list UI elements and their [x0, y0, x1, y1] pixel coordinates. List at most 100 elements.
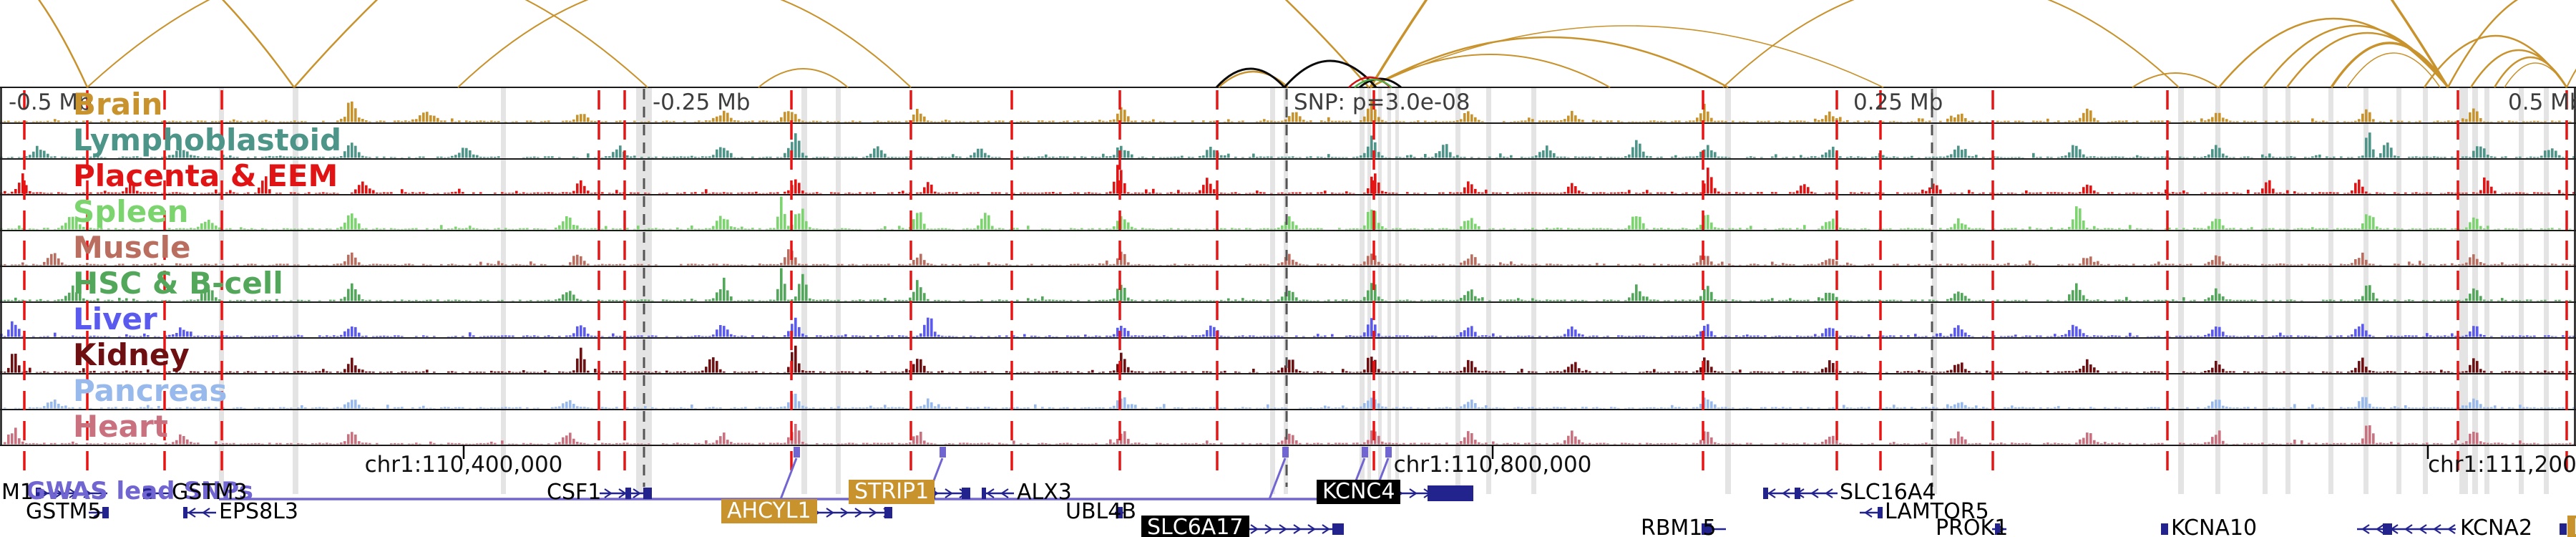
interaction-arc-gold — [293, 0, 1370, 88]
interaction-arc-gold — [1370, 54, 1611, 88]
gene-exon-box — [1763, 488, 1768, 499]
highlight-band — [1725, 87, 1731, 494]
highlight-band — [501, 87, 506, 494]
strand-arrow-icon — [2419, 524, 2427, 534]
gene-label-M1: M1 — [1, 480, 34, 505]
strand-arrow-icon — [202, 508, 210, 518]
gene-exon-box — [643, 488, 652, 499]
gene-exon-box — [982, 488, 986, 499]
coordinate-label-110400000: chr1:110,400,000 — [364, 452, 563, 478]
gwas-snp-marker — [940, 447, 946, 458]
strand-arrow-icon — [1810, 488, 1819, 498]
strand-arrow-icon — [187, 508, 196, 518]
interaction-arc-gold — [1218, 70, 1289, 88]
highlight-band — [2459, 87, 2468, 494]
gene-exon-box — [1995, 523, 2000, 535]
interaction-arc-gold — [2330, 42, 2449, 88]
track-label-heart: Heart — [73, 409, 168, 444]
highlight-band — [2544, 87, 2549, 494]
strand-arrow-icon — [986, 488, 995, 498]
strand-arrow-icon — [93, 508, 102, 518]
highlight-band — [801, 87, 807, 494]
gene-exon-box — [1332, 523, 1344, 535]
interaction-arc-gold — [221, 0, 296, 88]
strand-arrow-icon — [1264, 524, 1273, 534]
scale-label-left-edge: -0.5 Mb — [9, 90, 92, 115]
gene-label-AHCYL1: AHCYL1 — [721, 499, 817, 523]
strand-arrow-icon — [854, 508, 863, 518]
interaction-arc-gold — [2504, 62, 2567, 88]
gene-label-CSF1: CSF1 — [547, 480, 602, 505]
highlight-band — [2328, 87, 2333, 494]
track-label-placenta-eem: Placenta & EEM — [73, 158, 338, 193]
interaction-arc-gold — [38, 0, 89, 88]
track-label-kidney: Kidney — [73, 337, 190, 372]
gene-label-GSTM5: GSTM5 — [26, 499, 102, 524]
gene-label-STRIP1: STRIP1 — [849, 480, 935, 504]
gene-label-K: K — [2567, 516, 2576, 537]
strand-arrow-icon — [54, 488, 63, 498]
highlight-band — [1270, 87, 1275, 494]
highlight-band — [1387, 87, 1391, 494]
gwas-snp-marker — [1385, 447, 1392, 458]
gwas-snp-marker — [1282, 447, 1289, 458]
strand-arrow-icon — [1250, 524, 1259, 534]
gene-exon-box — [36, 488, 41, 499]
gene-exon-box — [102, 507, 109, 518]
coordinate-label-110800000: chr1:110,800,000 — [1393, 452, 1592, 478]
strand-arrow-icon — [2376, 524, 2384, 534]
gene-label-SLC6A17: SLC6A17 — [1141, 516, 1249, 537]
highlight-band — [1360, 87, 1365, 494]
gwas-snp-stem — [1268, 458, 1287, 500]
strand-arrow-icon — [1293, 524, 1302, 534]
strand-arrow-icon — [1000, 488, 1009, 498]
highlight-band — [2285, 87, 2290, 494]
interaction-arc-gold — [2132, 72, 2219, 88]
gwas-lead-snps-label: GWAS lead SNPs — [26, 477, 253, 505]
highlight-band — [1531, 87, 1536, 494]
interaction-arc-gold — [2493, 56, 2568, 88]
gene-label-ALX3: ALX3 — [1017, 480, 1072, 505]
track-label-brain: Brain — [73, 87, 163, 122]
gene-exon-box — [884, 507, 892, 518]
gene-label-GSTM3: GSTM3 — [172, 480, 248, 505]
highlight-band — [1486, 87, 1491, 494]
gene-exon-box — [2383, 523, 2392, 535]
strand-arrow-icon — [2361, 524, 2370, 534]
scale-label-minus-quarter: -0.25 Mb — [653, 90, 751, 115]
highlight-band — [2484, 87, 2489, 494]
gene-label-PROK1: PROK1 — [1936, 516, 2009, 537]
gene-label-SLC16A4: SLC16A4 — [1840, 480, 1936, 505]
highlight-band — [2178, 87, 2184, 494]
gray-dashed-lines — [643, 89, 1933, 487]
gene-exon-box — [1795, 488, 1800, 499]
highlight-band — [2423, 87, 2428, 494]
gwas-snp-stem — [779, 458, 798, 500]
gwas-snp-marker — [1362, 447, 1368, 458]
strand-arrow-icon — [840, 508, 849, 518]
highlight-band — [2519, 87, 2524, 494]
interaction-arc-gold — [1370, 36, 1729, 89]
coordinate-ticks — [462, 445, 2429, 459]
interaction-arc-gold — [758, 68, 849, 88]
strand-arrow-icon — [2404, 524, 2413, 534]
gene-label-EPS8L3: EPS8L3 — [219, 499, 298, 524]
highlight-band — [2263, 87, 2268, 494]
track-label-liver: Liver — [73, 301, 157, 337]
interaction-arc-gold — [1369, 0, 2449, 88]
interaction-arc-gold — [457, 0, 912, 88]
gene-exon-box — [1428, 485, 1473, 501]
highlight-band — [293, 87, 298, 494]
interaction-arc-black — [1215, 67, 1286, 89]
gene-exon-box — [962, 488, 970, 499]
gwas-snp-marker — [794, 447, 800, 458]
highlight-band — [1455, 87, 1460, 494]
interaction-arc-gold — [87, 0, 648, 88]
gene-label-KCNA10: KCNA10 — [2171, 516, 2258, 537]
interaction-arc-black — [1359, 77, 1402, 89]
scale-label-plus-quarter: 0.25 Mb — [1853, 90, 1943, 115]
strand-arrow-icon — [83, 488, 92, 498]
coordinate-label-111200000: chr1:111,200, — [2428, 452, 2576, 478]
interaction-arc-black — [1283, 59, 1377, 88]
